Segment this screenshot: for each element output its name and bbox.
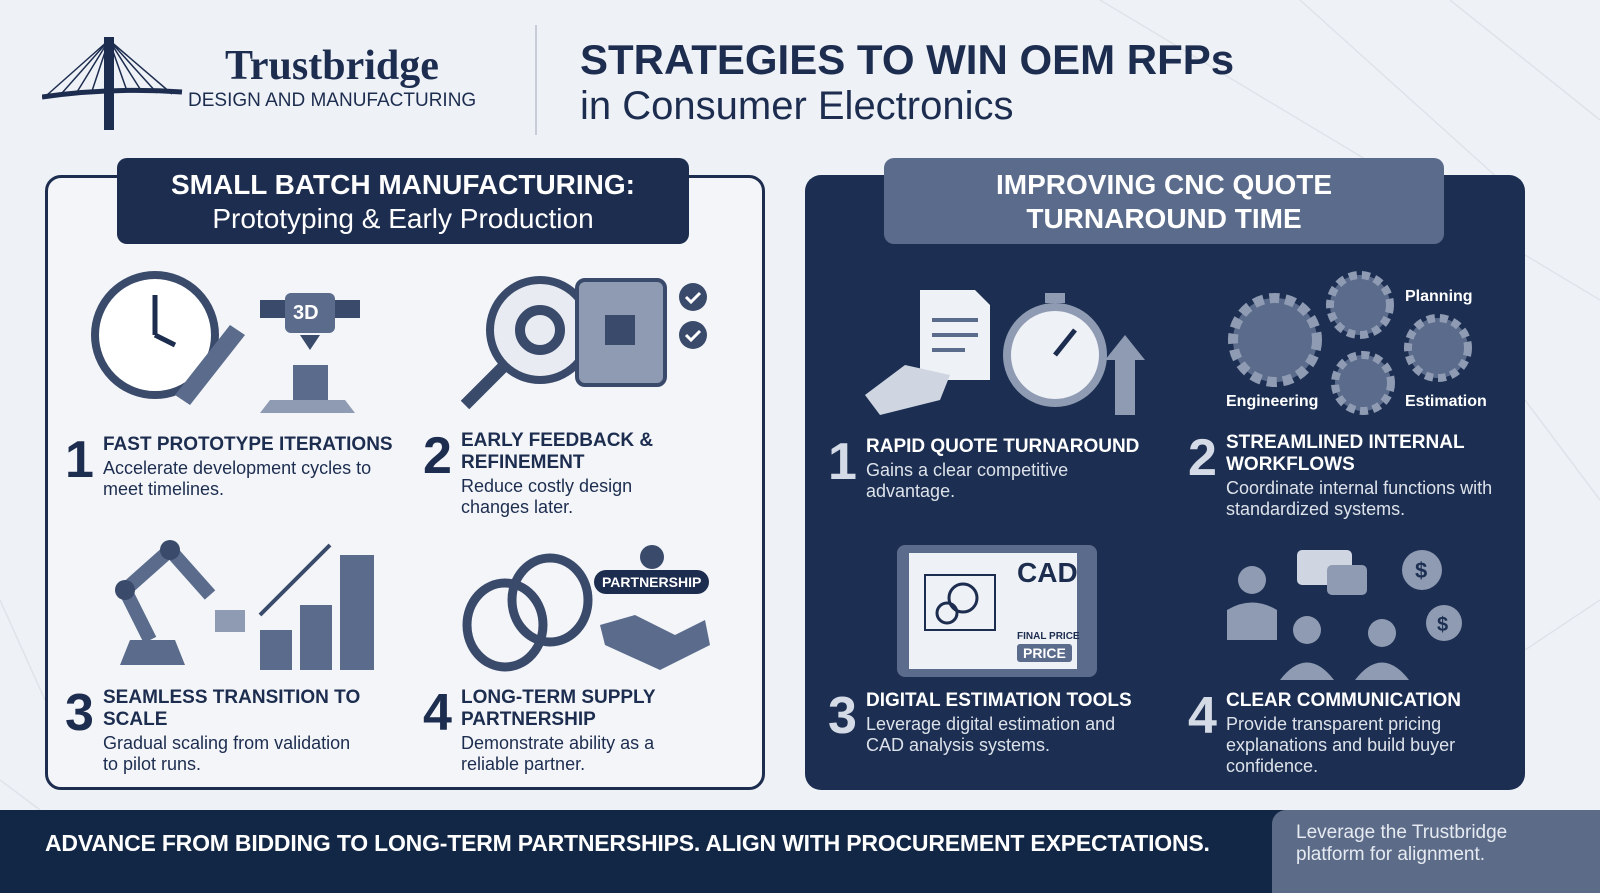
partnership-badge: PARTNERSHIP — [594, 570, 710, 594]
item-description: Gradual scaling from validation to pilot… — [103, 733, 351, 774]
gear-label-planning: Planning — [1405, 288, 1473, 305]
item-number: 3 — [65, 684, 94, 742]
footer-message: ADVANCE FROM BIDDING TO LONG-TERM PARTNE… — [45, 830, 1210, 856]
gear-label-estimation: Estimation — [1405, 393, 1487, 410]
price-badge: PRICE — [1017, 644, 1072, 662]
item-title: SEAMLESS TRANSITION TO SCALE — [103, 687, 361, 730]
list-item: 2 EARLY FEEDBACK & REFINEMENT Reduce costl… — [423, 430, 683, 518]
item-description: Reduce costly design changes later. — [461, 476, 633, 517]
list-item: 2 STREAMLINED INTERNAL WORKFLOWS Coordinat… — [1188, 432, 1498, 520]
3d-label: 3D — [293, 302, 319, 324]
footer-cta-text: Leverage the Trustbridge platform for al… — [1296, 822, 1508, 865]
item-number: 3 — [828, 687, 857, 745]
chain-handshake-icon — [462, 545, 710, 672]
item-description: Coordinate internal functions with stand… — [1226, 478, 1493, 519]
heading-line2: Prototyping & Early Production — [212, 203, 594, 234]
list-item: 4 CLEAR COMMUNICATION Provide transparent … — [1188, 690, 1498, 777]
item-description: Gains a clear competitive advantage. — [866, 460, 1069, 501]
heading-line1: SMALL BATCH MANUFACTURING: — [170, 169, 636, 200]
item-description: Leverage digital estimation and CAD anal… — [866, 714, 1116, 755]
item-number: 1 — [65, 431, 94, 489]
item-description: Provide transparent pricing explanations… — [1226, 714, 1456, 776]
brand-subtitle: DESIGN AND MANUFACTURING — [188, 90, 477, 111]
document-stopwatch-icon — [865, 290, 1145, 415]
cnc-quote-heading: IMPROVING CNC QUOTE TURNAROUND TIME — [884, 158, 1444, 244]
brand-name: Trustbridge — [225, 43, 439, 89]
item-description: Accelerate development cycles to meet ti… — [103, 458, 372, 499]
svg-text:$: $ — [1415, 558, 1427, 583]
page-title: STRATEGIES TO WIN OEM RFPs — [580, 36, 1235, 83]
cnc-quote-panel — [805, 175, 1525, 790]
list-item: 4 LONG-TERM SUPPLY PARTNERSHIP Demonstrate… — [423, 687, 693, 775]
list-item: 3 DIGITAL ESTIMATION TOOLS Leverage digita… — [828, 690, 1148, 756]
list-item: 1 FAST PROTOTYPE ITERATIONS Accelerate dev… — [65, 434, 395, 500]
final-price-label: FINAL PRICE — [1017, 631, 1080, 642]
trustbridge-logo-bridge-icon — [42, 37, 183, 130]
item-title: RAPID QUOTE TURNAROUND — [866, 436, 1140, 457]
people-chat-dollar-icon: $$ — [1227, 550, 1462, 680]
item-title: DIGITAL ESTIMATION TOOLS — [866, 690, 1132, 711]
page-subtitle: in Consumer Electronics — [580, 84, 1014, 128]
magnifier-circuit-checklist-icon — [460, 276, 707, 410]
item-title: CLEAR COMMUNICATION — [1226, 690, 1462, 711]
robot-arm-stacks-icon — [115, 540, 374, 670]
item-number: 4 — [423, 684, 452, 742]
svg-text:$: $ — [1437, 614, 1448, 636]
tablet-cad-icon: CAD FINAL PRICE PRICE — [897, 545, 1097, 677]
item-title: STREAMLINED INTERNAL WORKFLOWS — [1226, 432, 1465, 475]
item-number: 2 — [423, 427, 452, 485]
item-title: EARLY FEEDBACK & REFINEMENT — [461, 430, 654, 473]
heading-line2: TURNAROUND TIME — [1026, 203, 1302, 234]
header-divider — [535, 25, 537, 135]
list-item: 1 RAPID QUOTE TURNAROUND Gains a clear com… — [828, 436, 1158, 502]
item-title: FAST PROTOTYPE ITERATIONS — [103, 434, 393, 455]
heading-line1: IMPROVING CNC QUOTE — [995, 169, 1332, 200]
gears-icon — [1228, 271, 1472, 415]
item-number: 4 — [1188, 687, 1217, 745]
gear-label-engineering: Engineering — [1226, 393, 1319, 410]
list-item: 3 SEAMLESS TRANSITION TO SCALE Gradual sca… — [65, 687, 365, 775]
item-description: Demonstrate ability as a reliable partne… — [461, 733, 655, 774]
item-number: 2 — [1188, 429, 1217, 487]
footer-cta: Leverage the Trustbridge platform for al… — [1272, 810, 1600, 893]
cad-label: CAD — [1017, 557, 1078, 588]
small-batch-heading: SMALL BATCH MANUFACTURING: Prototyping & … — [117, 158, 689, 244]
item-number: 1 — [828, 433, 857, 491]
clock-rocket-3d-printer-icon: 3D — [91, 271, 360, 413]
item-title: LONG-TERM SUPPLY PARTNERSHIP — [461, 687, 656, 730]
